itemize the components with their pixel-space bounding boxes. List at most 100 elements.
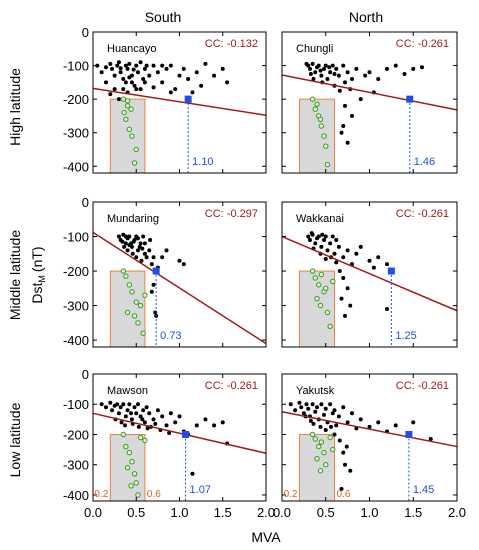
- selected-point: [321, 133, 327, 139]
- y-tick-label: -400: [63, 159, 89, 174]
- data-point: [118, 405, 123, 410]
- data-point: [325, 77, 330, 81]
- data-point: [138, 87, 143, 92]
- x-axis-title: MVA: [251, 529, 281, 545]
- data-point: [173, 420, 178, 425]
- data-point: [129, 411, 134, 416]
- data-point: [139, 258, 144, 263]
- data-point: [345, 248, 350, 253]
- station-label: Mawson: [107, 385, 148, 397]
- selected-point: [142, 292, 148, 298]
- x-tick-label: 1.0: [360, 505, 378, 520]
- data-point: [322, 412, 326, 417]
- data-point: [339, 296, 344, 301]
- data-point: [144, 255, 149, 260]
- data-point: [135, 236, 140, 241]
- data-point: [334, 66, 339, 71]
- data-point: [177, 73, 182, 78]
- data-point: [337, 269, 342, 274]
- selected-point: [133, 480, 139, 486]
- data-point: [127, 61, 132, 66]
- data-point: [134, 255, 139, 260]
- data-point: [142, 420, 147, 425]
- selected-point: [324, 161, 331, 168]
- threshold-marker: [184, 95, 192, 103]
- data-point: [168, 411, 173, 416]
- selected-point: [123, 273, 129, 279]
- data-point: [151, 63, 156, 68]
- data-point: [332, 71, 337, 76]
- y-axis-title: DstM (nT): [29, 246, 47, 303]
- data-point: [220, 66, 225, 71]
- selected-point: [140, 330, 146, 336]
- data-point: [385, 307, 389, 312]
- data-point: [354, 251, 359, 256]
- data-point: [116, 60, 121, 65]
- data-point: [310, 402, 315, 407]
- data-point: [108, 92, 113, 97]
- selected-point: [142, 437, 148, 444]
- data-point: [141, 234, 146, 239]
- selected-point: [309, 268, 316, 274]
- data-point: [341, 255, 346, 260]
- selected-point: [123, 443, 129, 450]
- data-point: [385, 262, 389, 267]
- correlation-label: CC: -0.261: [396, 38, 449, 50]
- y-tick-label: -300: [63, 126, 89, 141]
- selected-point: [120, 431, 126, 438]
- data-point: [110, 66, 115, 71]
- data-point: [129, 417, 134, 422]
- data-point: [371, 265, 376, 270]
- selected-point: [314, 455, 320, 462]
- data-point: [343, 462, 347, 467]
- svg-text:DstM(nT): DstM (nT): [29, 246, 47, 303]
- data-point: [348, 468, 353, 473]
- data-point: [123, 241, 128, 246]
- data-point: [160, 255, 165, 260]
- station-label: Chungli: [296, 43, 333, 55]
- data-point: [153, 310, 158, 315]
- selected-point: [314, 295, 320, 302]
- selected-point: [124, 103, 131, 109]
- data-point: [140, 246, 145, 251]
- selected-point: [124, 465, 131, 471]
- data-point: [155, 408, 160, 413]
- data-point: [402, 71, 407, 76]
- data-point: [316, 63, 321, 68]
- data-point: [393, 63, 398, 68]
- x-tick-label: 0.5: [317, 505, 335, 520]
- data-point: [315, 405, 319, 410]
- data-point: [343, 80, 347, 85]
- y-axis-title-sub: M: [37, 275, 47, 283]
- selected-point: [131, 160, 138, 166]
- data-point: [411, 66, 416, 71]
- data-point: [339, 486, 344, 491]
- selected-point: [120, 96, 126, 102]
- data-point: [345, 140, 350, 145]
- data-point: [155, 70, 160, 75]
- data-point: [136, 424, 141, 429]
- data-point: [323, 234, 328, 239]
- threshold-value-label: 1.07: [190, 484, 211, 496]
- selected-point: [318, 123, 325, 129]
- data-point: [345, 70, 350, 75]
- selected-point: [316, 282, 322, 288]
- station-label: Huancayo: [107, 43, 157, 55]
- data-point: [330, 411, 335, 416]
- station-label: Wakkanai: [296, 213, 344, 225]
- x-tick-label: 0.0: [84, 505, 102, 520]
- data-point: [323, 256, 328, 261]
- x-tick-label: 1.5: [404, 505, 422, 520]
- data-point: [313, 241, 318, 246]
- selected-point: [135, 320, 141, 326]
- data-point: [304, 402, 309, 407]
- data-point: [350, 77, 354, 81]
- data-point: [337, 438, 342, 443]
- selected-point: [314, 101, 320, 107]
- y-tick-label: -300: [63, 299, 89, 314]
- data-point: [125, 66, 130, 71]
- data-point: [304, 61, 309, 66]
- data-point: [147, 73, 152, 78]
- data-point: [123, 80, 128, 85]
- correlation-label: CC: -0.261: [396, 380, 449, 392]
